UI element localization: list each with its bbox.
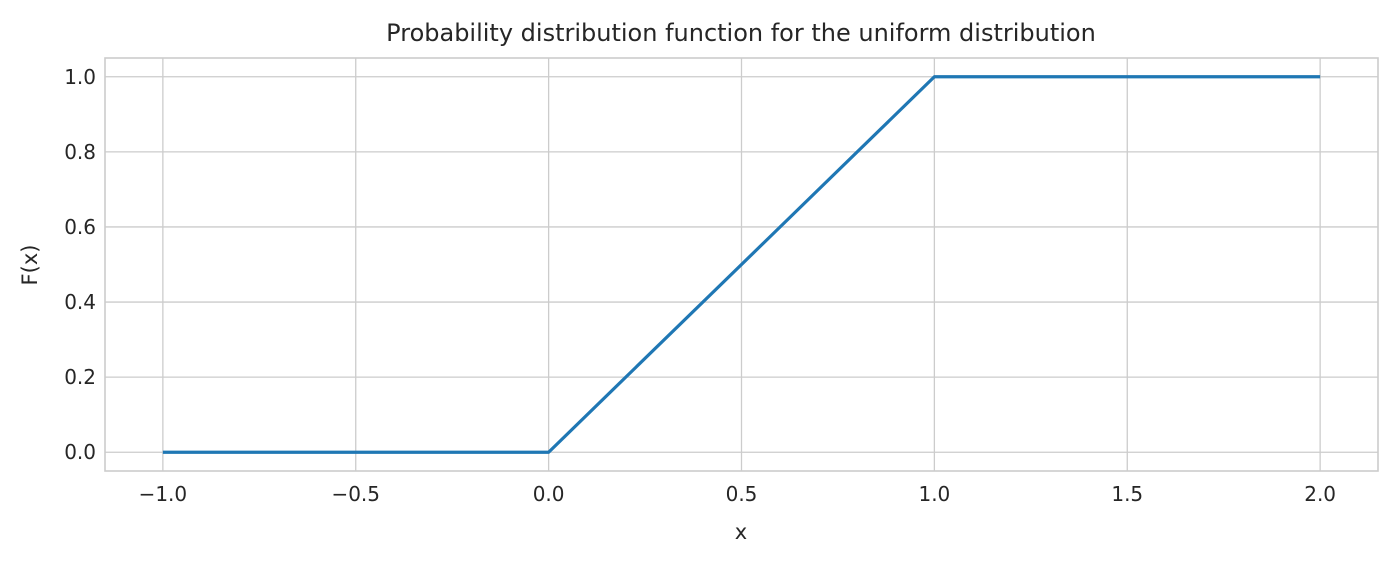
y-tick-label: 0.4 (64, 290, 96, 314)
y-tick-label: 0.8 (64, 140, 96, 164)
x-tick-label: 0.0 (533, 482, 565, 506)
chart-title: Probability distribution function for th… (386, 19, 1096, 47)
x-tick-label: −0.5 (331, 482, 380, 506)
series-line (162, 75, 1321, 454)
x-tick-label: 1.0 (918, 482, 950, 506)
x-tick-label: 1.5 (1111, 482, 1143, 506)
plot-frame (104, 57, 1379, 472)
series-layer (162, 75, 1321, 454)
y-tick-labels: 0.0 0.2 0.4 0.6 0.8 1.0 (64, 65, 96, 464)
x-tick-labels: −1.0 −0.5 0.0 0.5 1.0 1.5 2.0 (139, 482, 1336, 506)
x-tick-label: −1.0 (139, 482, 188, 506)
y-tick-label: 0.6 (64, 215, 96, 239)
y-tick-label: 0.0 (64, 440, 96, 464)
x-tick-label: 2.0 (1304, 482, 1336, 506)
y-tick-label: 1.0 (64, 65, 96, 89)
x-axis-label: x (735, 520, 747, 544)
x-tick-label: 0.5 (726, 482, 758, 506)
y-axis-label: F(x) (18, 245, 42, 286)
y-tick-label: 0.2 (64, 365, 96, 389)
